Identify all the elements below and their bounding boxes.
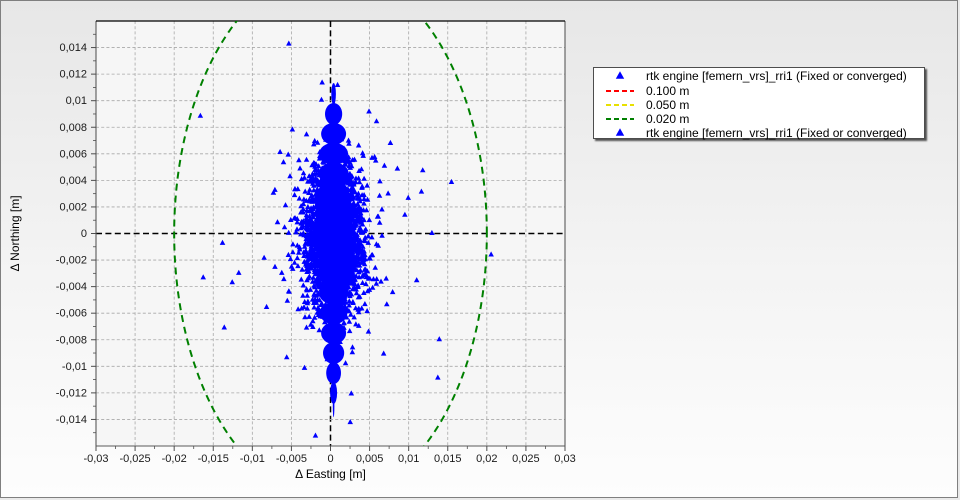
- svg-text:0,008: 0,008: [59, 122, 87, 134]
- svg-text:0,01: 0,01: [66, 95, 87, 107]
- svg-text:-0,025: -0,025: [119, 453, 150, 465]
- svg-text:-0,005: -0,005: [276, 453, 307, 465]
- svg-text:0,012: 0,012: [59, 69, 87, 81]
- svg-text:0,02: 0,02: [476, 453, 497, 465]
- svg-text:0,014: 0,014: [59, 42, 87, 54]
- svg-text:0: 0: [327, 453, 333, 465]
- svg-text:0,004: 0,004: [59, 175, 87, 187]
- svg-text:0,006: 0,006: [59, 148, 87, 160]
- svg-text:-0,02: -0,02: [162, 453, 187, 465]
- svg-text:Δ Easting [m]: Δ Easting [m]: [295, 467, 366, 481]
- svg-text:-0,008: -0,008: [56, 334, 87, 346]
- svg-text:-0,012: -0,012: [56, 387, 87, 399]
- svg-text:0: 0: [81, 228, 87, 240]
- svg-text:-0,015: -0,015: [198, 453, 229, 465]
- svg-text:-0,01: -0,01: [62, 361, 87, 373]
- svg-text:0,005: 0,005: [356, 453, 384, 465]
- svg-text:-0,006: -0,006: [56, 308, 87, 320]
- svg-text:0,01: 0,01: [398, 453, 419, 465]
- svg-text:-0,004: -0,004: [56, 281, 87, 293]
- svg-text:0,03: 0,03: [554, 453, 575, 465]
- svg-text:-0,014: -0,014: [56, 414, 87, 426]
- svg-text:-0,01: -0,01: [240, 453, 265, 465]
- svg-text:-0,002: -0,002: [56, 255, 87, 267]
- svg-text:-0,03: -0,03: [83, 453, 108, 465]
- svg-text:0,002: 0,002: [59, 201, 87, 213]
- svg-text:0,015: 0,015: [434, 453, 462, 465]
- svg-text:Δ Northing [m]: Δ Northing [m]: [8, 195, 22, 271]
- svg-text:0,025: 0,025: [512, 453, 540, 465]
